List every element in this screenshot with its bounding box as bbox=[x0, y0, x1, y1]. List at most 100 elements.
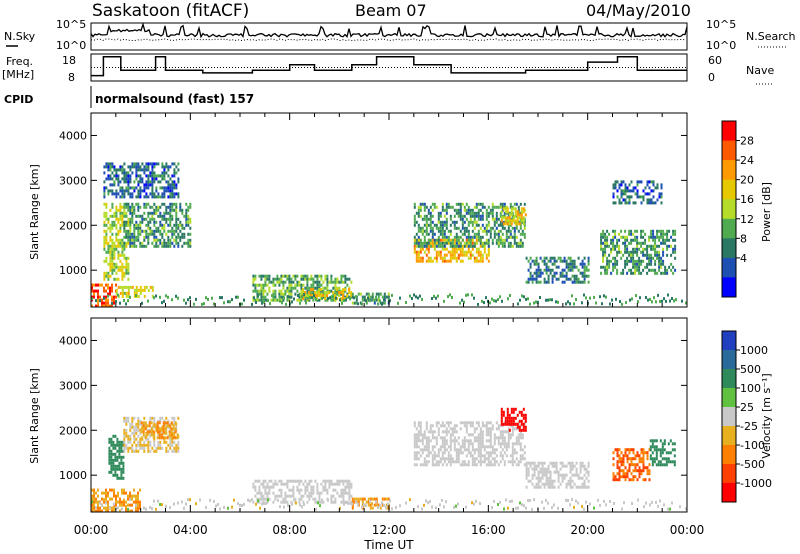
heatmap-cell bbox=[308, 491, 311, 495]
heatmap-cell bbox=[524, 428, 527, 432]
heatmap-cell bbox=[266, 277, 269, 281]
heatmap-cell bbox=[324, 294, 327, 298]
heatmap-cell bbox=[561, 259, 564, 263]
heatmap-cell bbox=[99, 509, 101, 512]
heatmap-cell bbox=[389, 299, 391, 303]
heatmap-cell bbox=[668, 238, 671, 242]
heatmap-cell bbox=[105, 217, 108, 221]
heatmap-cell bbox=[175, 220, 178, 224]
heatmap-cell bbox=[551, 485, 554, 489]
heatmap-cell bbox=[365, 292, 368, 296]
heatmap-cell bbox=[487, 211, 490, 215]
heatmap-cell bbox=[258, 491, 261, 495]
heatmap-cell bbox=[650, 198, 653, 202]
heatmap-cell bbox=[670, 262, 673, 266]
heatmap-cell bbox=[103, 238, 106, 242]
heatmap-cell bbox=[644, 265, 647, 269]
heatmap-cell bbox=[99, 506, 101, 510]
heatmap-cell bbox=[632, 186, 635, 190]
heatmap-cell bbox=[626, 454, 629, 458]
heatmap-cell bbox=[565, 259, 568, 263]
heatmap-cell bbox=[268, 274, 271, 278]
heatmap-cell bbox=[435, 226, 438, 230]
heatmap-cell bbox=[142, 421, 145, 425]
heatmap-cell bbox=[187, 244, 190, 248]
heatmap-cell bbox=[427, 208, 430, 212]
heatmap-cell bbox=[115, 500, 117, 504]
heatmap-cell bbox=[417, 253, 420, 257]
heatmap-cell bbox=[115, 192, 118, 196]
heatmap-cell bbox=[260, 494, 263, 498]
heatmap-cell bbox=[439, 229, 442, 233]
heatmap-cell bbox=[515, 235, 518, 239]
heatmap-cell bbox=[149, 174, 152, 178]
heatmap-cell bbox=[219, 296, 221, 300]
heatmap-cell bbox=[120, 443, 123, 447]
heatmap-cell bbox=[630, 460, 633, 464]
heatmap-cell bbox=[109, 488, 111, 492]
heatmap-cell bbox=[139, 168, 142, 172]
heatmap-cell bbox=[439, 448, 442, 452]
heatmap-cell bbox=[123, 162, 126, 166]
heatmap-cell bbox=[616, 189, 619, 193]
heatmap-cell bbox=[151, 162, 154, 166]
heatmap-cell bbox=[485, 232, 488, 236]
heatmap-cell bbox=[502, 207, 505, 211]
nsearch-label: N.Search bbox=[746, 30, 796, 43]
heatmap-cell bbox=[123, 247, 126, 251]
heatmap-cell bbox=[147, 446, 150, 450]
heatmap-cell bbox=[316, 298, 319, 302]
heatmap-cell bbox=[107, 491, 109, 495]
heatmap-cell bbox=[658, 268, 661, 272]
heatmap-cell bbox=[429, 241, 432, 245]
heatmap-cell bbox=[365, 301, 368, 305]
heatmap-cell bbox=[125, 302, 127, 306]
heatmap-cell bbox=[521, 457, 524, 461]
heatmap-cell bbox=[485, 253, 488, 257]
heatmap-cell bbox=[515, 202, 518, 206]
heatmap-cell bbox=[571, 464, 574, 468]
heatmap-cell bbox=[533, 467, 536, 471]
heatmap-cell bbox=[148, 430, 151, 434]
heatmap-cell bbox=[108, 452, 111, 456]
heatmap-cell bbox=[123, 256, 126, 260]
heatmap-cell bbox=[459, 235, 462, 239]
heatmap-cell bbox=[286, 274, 289, 278]
heatmap-cell bbox=[129, 180, 132, 184]
heatmap-cell bbox=[467, 439, 470, 443]
heatmap-cell bbox=[551, 482, 554, 486]
heatmap-cell bbox=[425, 427, 428, 431]
heatmap-cell bbox=[652, 238, 655, 242]
heatmap-cell bbox=[127, 220, 130, 224]
heatmap-cell bbox=[272, 277, 275, 281]
heatmap-cell bbox=[111, 265, 114, 269]
heatmap-cell bbox=[417, 244, 420, 248]
heatmap-cell bbox=[453, 436, 456, 440]
heatmap-cell bbox=[116, 476, 119, 480]
heatmap-cell bbox=[648, 469, 651, 473]
heatmap-cell bbox=[143, 443, 146, 447]
heatmap-cell bbox=[626, 460, 629, 464]
heatmap-cell bbox=[663, 439, 666, 443]
heatmap-cell bbox=[324, 485, 327, 489]
heatmap-cell bbox=[453, 256, 456, 260]
heatmap-cell bbox=[535, 300, 537, 304]
heatmap-cell bbox=[161, 162, 164, 166]
heatmap-cell bbox=[149, 505, 151, 509]
heatmap-cell bbox=[171, 208, 174, 212]
heatmap-cell bbox=[473, 244, 476, 248]
heatmap-cell bbox=[555, 259, 558, 263]
power-scale-tick-label: 12 bbox=[740, 213, 754, 226]
heatmap-cell bbox=[453, 214, 456, 218]
heatmap-cell bbox=[304, 488, 307, 492]
heatmap-cell bbox=[223, 505, 225, 509]
heatmap-cell bbox=[375, 497, 378, 501]
heatmap-cell bbox=[274, 482, 277, 486]
heatmap-cell bbox=[569, 265, 572, 269]
heatmap-cell bbox=[583, 485, 586, 489]
heatmap-cell bbox=[121, 503, 123, 507]
heatmap-cell bbox=[91, 509, 93, 512]
heatmap-cell bbox=[547, 268, 550, 272]
heatmap-cell bbox=[176, 436, 179, 440]
heatmap-cell bbox=[513, 232, 516, 236]
